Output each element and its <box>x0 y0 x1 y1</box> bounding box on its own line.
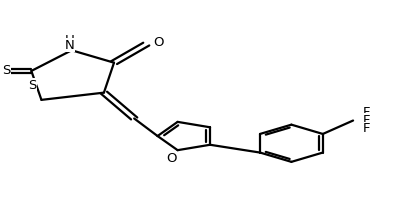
Text: N: N <box>65 39 75 52</box>
Text: O: O <box>153 36 164 48</box>
Text: F: F <box>363 106 371 119</box>
Text: O: O <box>166 152 177 165</box>
Text: S: S <box>2 64 10 77</box>
Text: H: H <box>65 34 75 47</box>
Text: F: F <box>363 122 371 135</box>
Text: S: S <box>28 79 37 92</box>
Text: F: F <box>363 114 371 127</box>
